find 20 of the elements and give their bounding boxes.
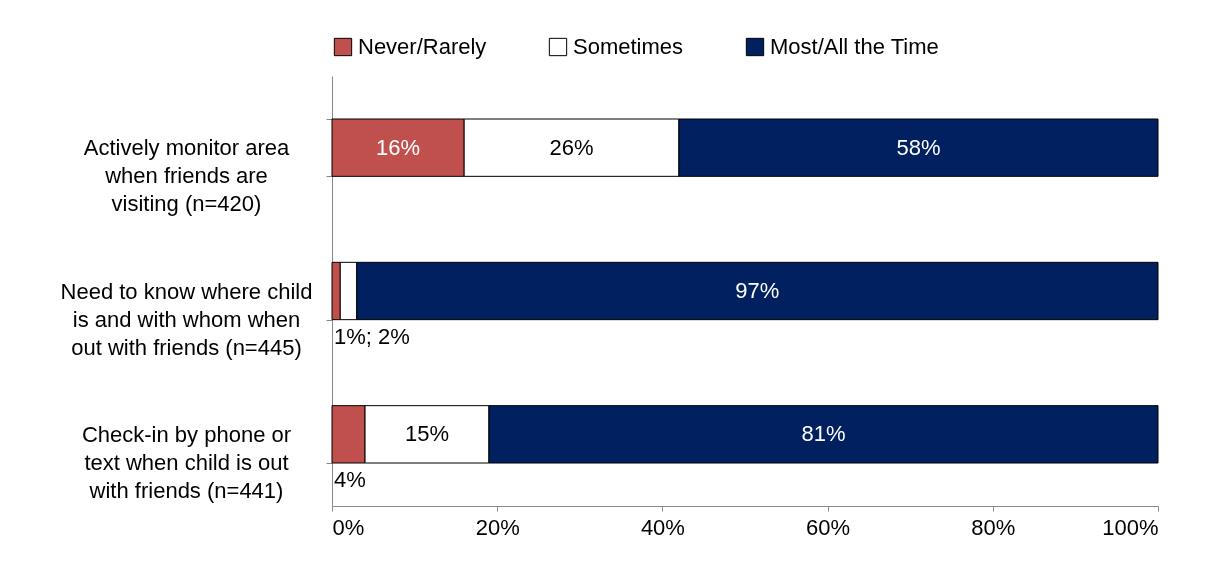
y-tick-label: Actively monitor area when friends are visiting (n=420) <box>83 135 290 217</box>
data-label: 58% <box>896 134 941 160</box>
y-tick-label: Need to know where child is and with whom when out with friends (n=445) <box>60 278 313 360</box>
y-tick-label: Check-in by phone or text when child is out with friends (n=441) <box>81 421 292 503</box>
x-tick-label: 40% <box>640 514 685 540</box>
data-label: 26% <box>549 134 594 160</box>
data-label: 4% <box>334 467 366 493</box>
data-label: 15% <box>404 421 450 447</box>
x-tick-label: 100% <box>1102 514 1159 540</box>
x-tick-label: 80% <box>971 514 1016 540</box>
legend-label: Most/All the Time <box>770 34 939 59</box>
x-tick-label: 0% <box>332 514 365 540</box>
x-tick-label: 60% <box>806 514 851 540</box>
data-label: 1%; 2% <box>334 324 410 349</box>
data-label: 16% <box>376 134 421 160</box>
legend-label: Sometimes <box>573 34 684 59</box>
legend-label: Never/Rarely <box>358 34 487 59</box>
x-tick-label: 20% <box>475 514 520 540</box>
data-label: 81% <box>801 421 846 447</box>
data-label: 97% <box>735 278 780 303</box>
